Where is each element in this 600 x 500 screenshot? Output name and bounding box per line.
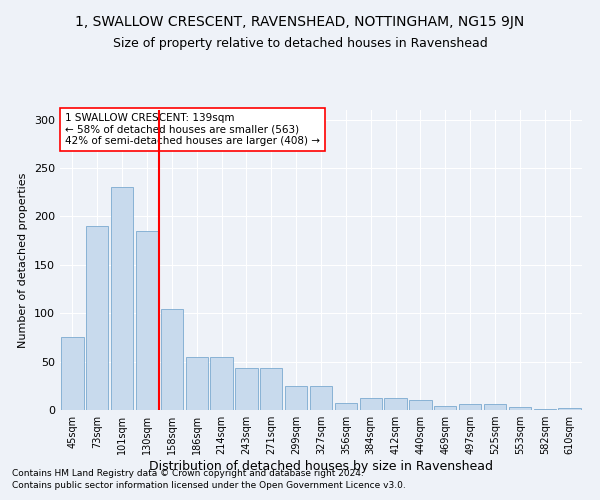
Bar [359,398,382,410]
Bar [61,338,83,410]
Bar [434,406,457,410]
Bar [310,386,332,410]
Bar [559,408,581,410]
Bar [136,231,158,410]
Bar [260,368,283,410]
Text: 1, SWALLOW CRESCENT, RAVENSHEAD, NOTTINGHAM, NG15 9JN: 1, SWALLOW CRESCENT, RAVENSHEAD, NOTTING… [76,15,524,29]
Bar [111,188,133,410]
Bar [211,357,233,410]
Text: Contains public sector information licensed under the Open Government Licence v3: Contains public sector information licen… [12,481,406,490]
Bar [459,404,481,410]
Bar [161,310,183,410]
Bar [484,404,506,410]
Text: 1 SWALLOW CRESCENT: 139sqm
← 58% of detached houses are smaller (563)
42% of sem: 1 SWALLOW CRESCENT: 139sqm ← 58% of deta… [65,113,320,146]
Bar [533,409,556,410]
Text: Contains HM Land Registry data © Crown copyright and database right 2024.: Contains HM Land Registry data © Crown c… [12,468,364,477]
Text: Size of property relative to detached houses in Ravenshead: Size of property relative to detached ho… [113,38,487,51]
Bar [285,386,307,410]
Bar [185,357,208,410]
Bar [409,400,431,410]
Bar [235,368,257,410]
Bar [385,398,407,410]
Bar [335,403,357,410]
Y-axis label: Number of detached properties: Number of detached properties [19,172,28,348]
X-axis label: Distribution of detached houses by size in Ravenshead: Distribution of detached houses by size … [149,460,493,473]
Bar [86,226,109,410]
Bar [509,407,531,410]
